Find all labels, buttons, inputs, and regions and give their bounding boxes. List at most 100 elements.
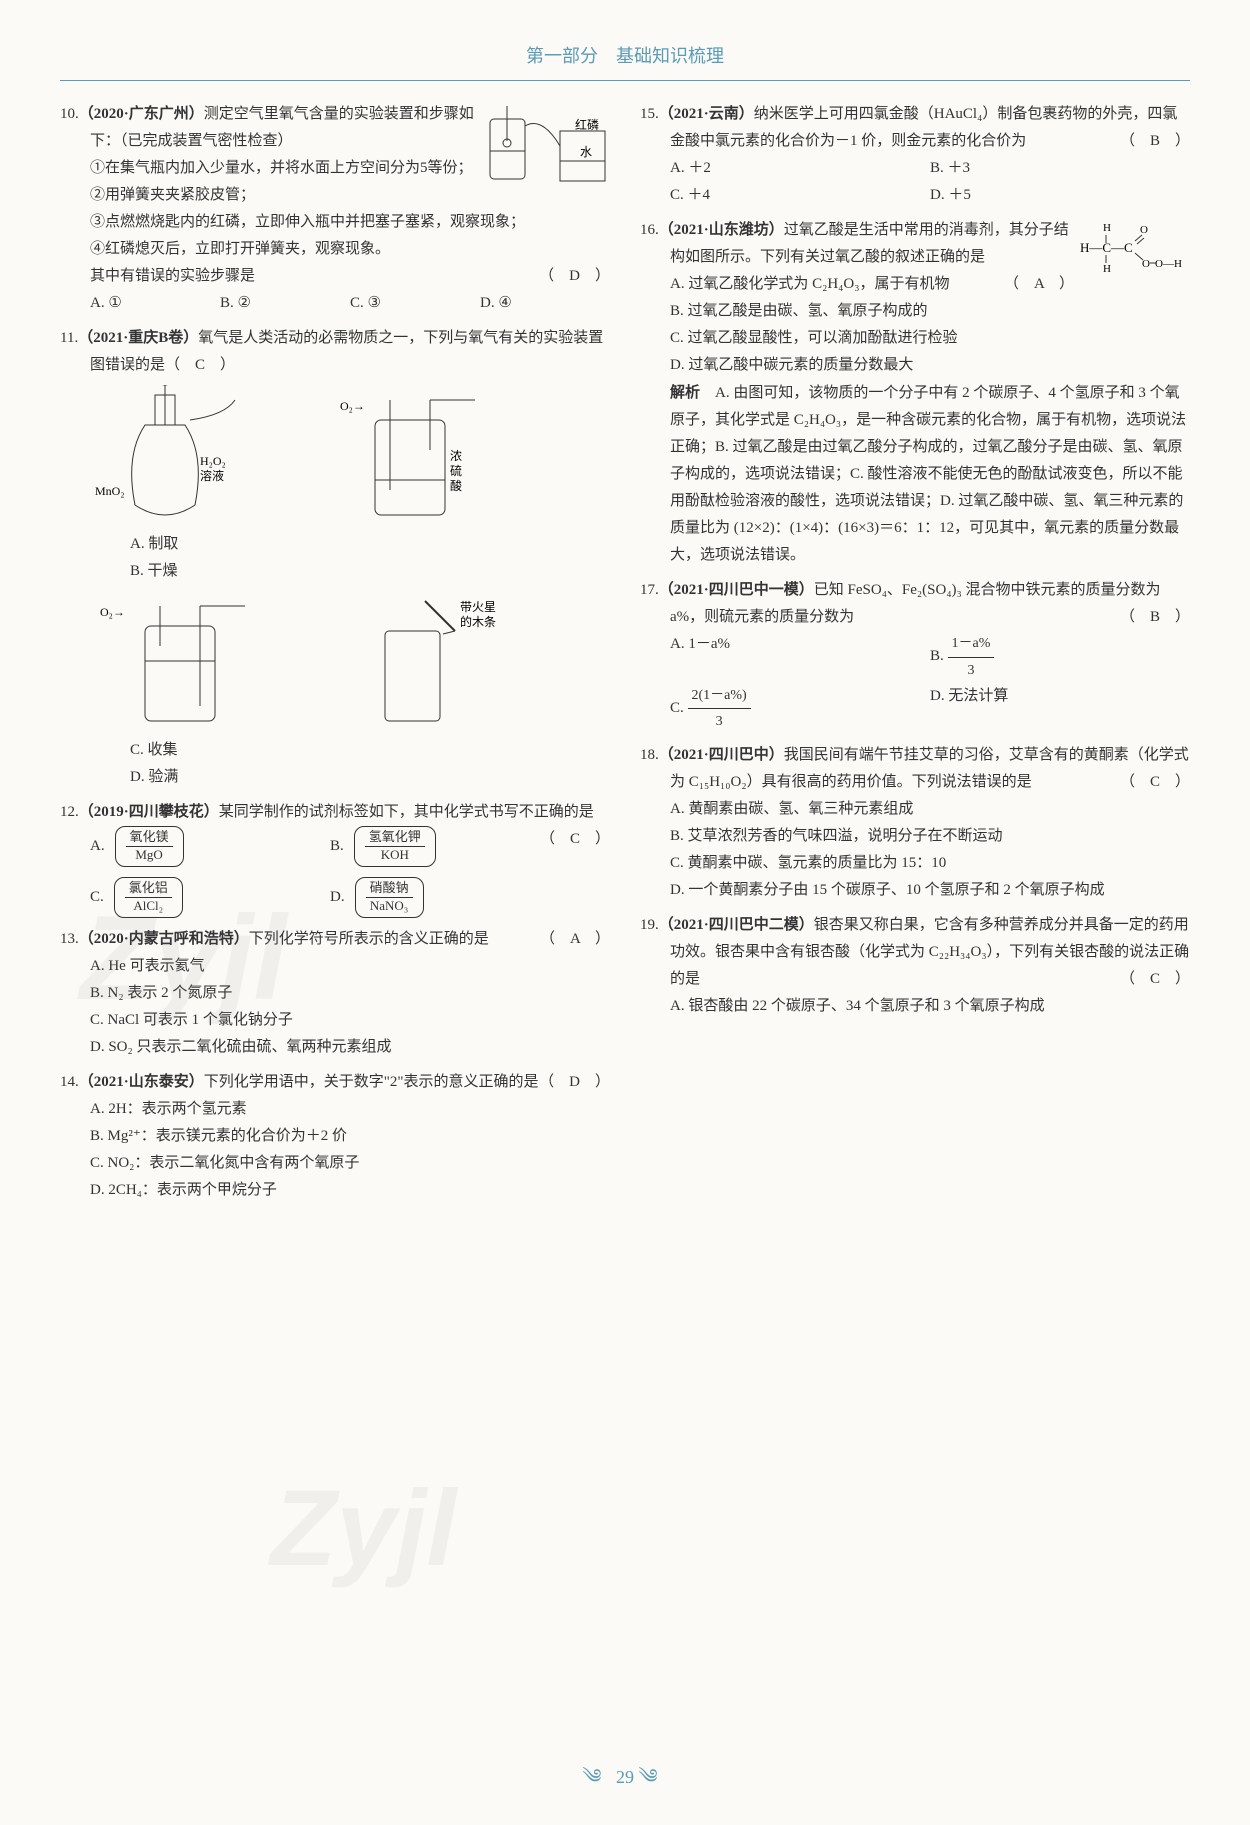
q17-c-den: 3 (688, 709, 751, 734)
svg-text:O₂→: O₂→ (340, 399, 365, 413)
q12-b-cn: 氢氧化钾 (365, 829, 425, 847)
q18-source: （2021·四川巴中） (659, 747, 784, 763)
question-15: 15.（2021·云南）纳米医学上可用四氯金酸（HAuCl₄）制备包裹药物的外壳… (640, 101, 1190, 209)
svg-text:的木条: 的木条 (460, 614, 496, 629)
q13-opt-a: A. He 可表示氦气 (60, 953, 610, 980)
q19-opt-a: A. 银杏酸由 22 个碳原子、34 个氢原子和 3 个氧原子构成 (640, 993, 1190, 1020)
q15-opt-b: B. ＋3 (930, 155, 1190, 182)
q10-ask-line: 其中有错误的实验步骤是 （ D ） (60, 263, 610, 290)
q11-opts-row2: C. 收集 D. 验满 (60, 737, 610, 791)
q16-answer: （ A ） (1004, 271, 1074, 298)
q16-opt-b: B. 过氧乙酸是由碳、氢、氧原子构成的 (640, 298, 1190, 325)
question-14: 14.（2021·山东泰安）下列化学用语中，关于数字"2"表示的意义正确的是 （… (60, 1069, 610, 1204)
question-10: 红磷 水 10.（2020·广东广州）测定空气里氧气含量的实验装置和步骤如下：（… (60, 101, 610, 317)
q13-answer: （ A ） (570, 926, 610, 953)
q17-opt-a: A. 1－a% (670, 631, 930, 682)
q19-source: （2021·四川巴中二模） (659, 917, 814, 933)
q15-stem-line: 15.（2021·云南）纳米医学上可用四氯金酸（HAuCl₄）制备包裹药物的外壳… (640, 101, 1190, 155)
footer-ornament-right: ༄ (639, 1766, 668, 1788)
q17-opt-b: B. 1－a% 3 (930, 631, 1190, 682)
q10-opt-d: D. ④ (480, 290, 610, 317)
q17-stem-line: 17.（2021·四川巴中一模）已知 FeSO₄、Fe₂(SO₄)₃ 混合物中铁… (640, 577, 1190, 631)
q16-analysis-lead: 解析 (670, 384, 700, 401)
q10-diagram: 红磷 水 (480, 101, 610, 201)
q12-a-cn: 氧化镁 (126, 829, 173, 847)
q17-b-num: 1－a% (948, 631, 995, 657)
q12-a-box: 氧化镁 MgO (115, 826, 184, 867)
q17-c-num: 2(1－a%) (688, 683, 751, 709)
q12-b-key: B. (330, 833, 344, 860)
q12-a-key: A. (90, 833, 105, 860)
q17-c-frac: 2(1－a%) 3 (688, 683, 751, 734)
q12-a-fm: MgO (126, 847, 173, 864)
q11-opt-c: C. 收集 (90, 737, 610, 764)
q12-answer: （ C ） (570, 826, 610, 853)
q12-d-fm: NaNO₃ (366, 898, 413, 915)
q11-opt-a: A. 制取 (90, 531, 610, 558)
q10-opt-b: B. ② (220, 290, 350, 317)
q14-opt-d: D. 2CH₄：表示两个甲烷分子 (60, 1177, 610, 1204)
left-column: 红磷 水 10.（2020·广东广州）测定空气里氧气含量的实验装置和步骤如下：（… (60, 101, 610, 1212)
q13-num: 13. (60, 931, 79, 947)
q17-b-label: B. (930, 649, 944, 665)
svg-text:溶液: 溶液 (200, 468, 224, 483)
q15-answer: （ B ） (1150, 128, 1190, 155)
q13-source: （2020·内蒙古呼和浩特） (79, 931, 249, 947)
q16-opt-d: D. 过氧乙酸中碳元素的质量分数最大 (640, 352, 1190, 379)
q19-stem-line: 19.（2021·四川巴中二模）银杏果又称白果，它含有多种营养成分并具备一定的药… (640, 912, 1190, 993)
svg-text:浓: 浓 (450, 449, 462, 463)
q18-opt-c: C. 黄酮素中碳、氢元素的质量比为 15：10 (640, 850, 1190, 877)
right-column: 15.（2021·云南）纳米医学上可用四氯金酸（HAuCl₄）制备包裹药物的外壳… (640, 101, 1190, 1212)
q17-opt-d: D. 无法计算 (930, 683, 1190, 734)
q18-opt-b: B. 艾草浓烈芳香的气味四溢，说明分子在不断运动 (640, 823, 1190, 850)
svg-text:O: O (1142, 258, 1150, 270)
page: Zyjl Zyjl 第一部分 基础知识梳理 红磷 水 (0, 0, 1250, 1825)
q10-step4: ④红磷熄灭后，立即打开弹簧夹，观察现象。 (60, 236, 610, 263)
q18-stem-line: 18.（2021·四川巴中）我国民间有端午节挂艾草的习俗，艾草含有的黄酮素（化学… (640, 742, 1190, 796)
q10-answer: （ D ） (539, 263, 610, 290)
q14-opt-b: B. Mg²⁺：表示镁元素的化合价为＋2 价 (60, 1123, 610, 1150)
q11-opt-b: B. 干燥 (90, 558, 610, 585)
q14-source: （2021·山东泰安） (79, 1074, 204, 1090)
question-13: 13.（2020·内蒙古呼和浩特）下列化学符号所表示的含义正确的是 （ A ） … (60, 926, 610, 1061)
q16-num: 16. (640, 222, 659, 238)
q14-stem-line: 14.（2021·山东泰安）下列化学用语中，关于数字"2"表示的意义正确的是 （… (60, 1069, 610, 1096)
q12-c-box: 氯化铝 AlCl₂ (114, 877, 183, 918)
question-18: 18.（2021·四川巴中）我国民间有端午节挂艾草的习俗，艾草含有的黄酮素（化学… (640, 742, 1190, 904)
q14-answer: （ D ） (569, 1069, 610, 1096)
page-header: 第一部分 基础知识梳理 (60, 40, 1190, 81)
q18-answer: （ C ） (1150, 769, 1190, 796)
q13-stem-line: 13.（2020·内蒙古呼和浩特）下列化学符号所表示的含义正确的是 （ A ） (60, 926, 610, 953)
q11-diagram-row1: MnO₂ H₂O₂ 溶液 O₂→ 浓 (60, 379, 610, 531)
q15-opt-d: D. ＋5 (930, 182, 1190, 209)
svg-text:O—H: O—H (1155, 258, 1182, 270)
q11-num: 11. (60, 330, 78, 346)
q12-b-fm: KOH (365, 847, 425, 864)
question-17: 17.（2021·四川巴中一模）已知 FeSO₄、Fe₂(SO₄)₃ 混合物中铁… (640, 577, 1190, 734)
label-water: 水 (580, 145, 592, 159)
q17-c-label: C. (670, 700, 684, 716)
q12-num: 12. (60, 804, 79, 820)
q11-diagram-row2: O₂→ 带火星 的木条 (60, 585, 610, 737)
q16-opt-c: C. 过氧乙酸显酸性，可以滴加酚酞进行检验 (640, 325, 1190, 352)
q12-stem: 某同学制作的试剂标签如下，其中化学式书写不正确的是 (219, 804, 594, 820)
q12-d-key: D. (330, 884, 345, 911)
q10-opt-a: A. ① (90, 290, 220, 317)
svg-text:酸: 酸 (450, 478, 462, 493)
footer-ornament-left: ༄ (582, 1766, 611, 1788)
q10-step3: ③点燃燃烧匙内的红磷，立即伸入瓶中并把塞子塞紧，观察现象； (60, 209, 610, 236)
q13-stem: 下列化学符号所表示的含义正确的是 (249, 931, 489, 947)
svg-text:带火星: 带火星 (460, 600, 496, 614)
watermark-2: Zyjl (270, 1431, 456, 1625)
q17-b-frac: 1－a% 3 (948, 631, 995, 682)
q11-opt-d: D. 验满 (90, 764, 610, 791)
q17-answer: （ B ） (1150, 604, 1190, 631)
q11-source: （2021·重庆B卷） (78, 330, 198, 346)
q11-stem: 11.（2021·重庆B卷）氧气是人类活动的必需物质之一，下列与氧气有关的实验装… (60, 325, 610, 379)
q17-source: （2021·四川巴中一模） (659, 582, 814, 598)
q12-opt-d: D. 硝酸钠 NaNO₃ (330, 877, 570, 918)
q10-options: A. ① B. ② C. ③ D. ④ (60, 290, 610, 317)
q12-options: A. 氧化镁 MgO B. 氢氧化钾 KOH C (60, 826, 570, 918)
svg-text:H₂O₂: H₂O₂ (200, 454, 226, 468)
q17-opt-c: C. 2(1－a%) 3 (670, 683, 930, 734)
